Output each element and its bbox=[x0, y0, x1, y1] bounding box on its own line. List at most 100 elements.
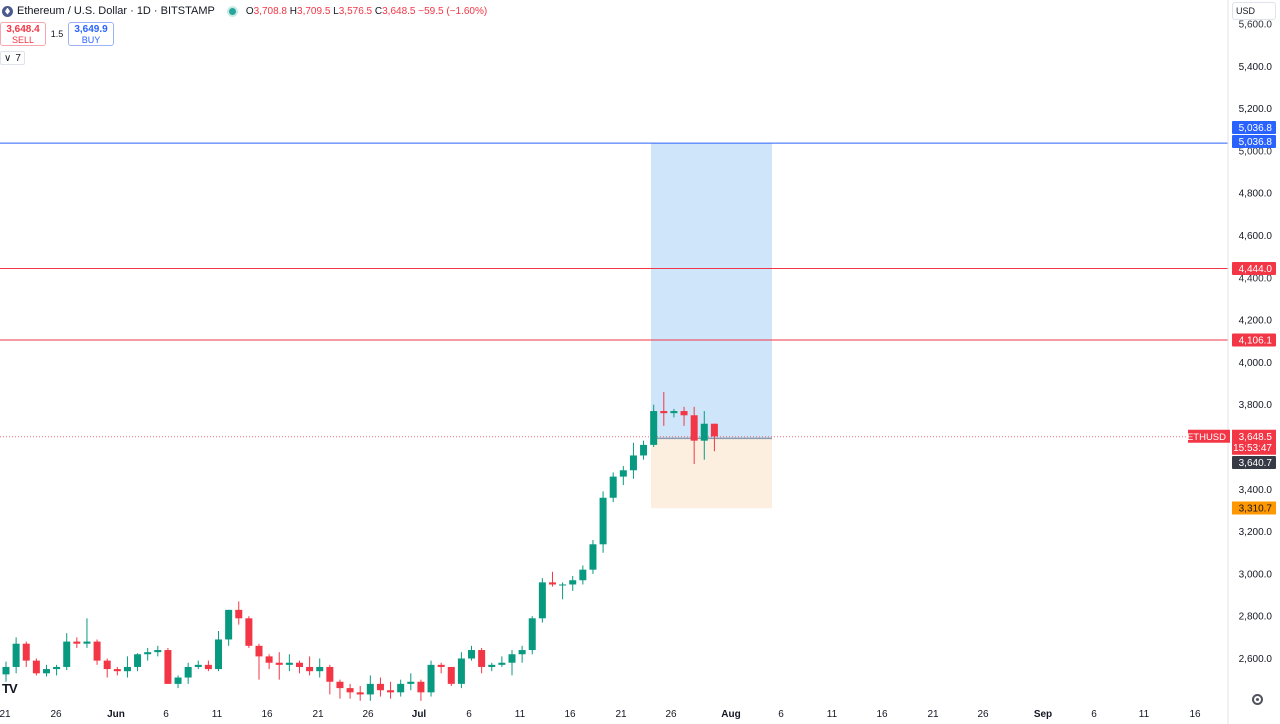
price-tick-label: 3,000.0 bbox=[1239, 569, 1273, 580]
candle-body bbox=[447, 666, 455, 684]
candle-body bbox=[22, 643, 30, 661]
candle-body bbox=[42, 669, 50, 674]
time-tick-label: 16 bbox=[261, 709, 273, 720]
candle-body bbox=[194, 664, 202, 667]
time-tick-label: 26 bbox=[50, 709, 62, 720]
candle-body bbox=[255, 645, 263, 657]
candle-body bbox=[690, 415, 698, 441]
lower-line-price-label-bg bbox=[1232, 333, 1276, 347]
symbol-title[interactable]: Ethereum / U.S. Dollar · 1D · BITSTAMP bbox=[17, 5, 215, 17]
candle-body bbox=[12, 643, 20, 667]
price-tick-label: 5,000.0 bbox=[1239, 146, 1273, 157]
price-tick-label: 4,600.0 bbox=[1239, 231, 1273, 242]
time-tick-label: 11 bbox=[827, 709, 838, 720]
candle-body bbox=[599, 497, 607, 545]
candle-body bbox=[215, 639, 223, 670]
tradingview-logo[interactable]: TV bbox=[2, 681, 18, 696]
candle-body bbox=[285, 662, 293, 665]
time-tick-label: Sep bbox=[1034, 709, 1052, 720]
price-tick-label: 3,400.0 bbox=[1239, 485, 1273, 496]
trading-panel: 3,648.4 SELL 1.5 3,649.9 BUY bbox=[0, 22, 114, 46]
time-tick-label: 11 bbox=[1139, 709, 1150, 720]
candle-body bbox=[103, 660, 111, 670]
time-tick-label: 21 bbox=[927, 709, 939, 720]
candle-body bbox=[650, 411, 658, 445]
candle-body bbox=[619, 470, 627, 477]
price-tick-label: 4,000.0 bbox=[1239, 358, 1273, 369]
candle-body bbox=[265, 656, 273, 663]
quantity-value[interactable]: 1.5 bbox=[50, 29, 64, 39]
candle-body bbox=[174, 677, 182, 684]
candle-body bbox=[478, 650, 486, 667]
candle-body bbox=[184, 666, 192, 678]
candle-body bbox=[134, 654, 142, 667]
candle-body bbox=[154, 650, 162, 653]
buy-button[interactable]: 3,649.9 BUY bbox=[68, 22, 114, 46]
candle-body bbox=[710, 423, 718, 437]
candle-body bbox=[73, 641, 81, 644]
candle-body bbox=[113, 669, 121, 672]
entry-price-label-bg bbox=[1232, 456, 1276, 469]
target-price-label-bg bbox=[1232, 121, 1276, 134]
price-tick-label: 5,400.0 bbox=[1239, 62, 1273, 73]
symbol-header: Ethereum / U.S. Dollar · 1D · BITSTAMP O… bbox=[0, 0, 487, 22]
upper-line-price-label-bg bbox=[1232, 261, 1276, 275]
candle-body bbox=[295, 662, 303, 667]
candle-body bbox=[498, 662, 506, 665]
time-tick-label: 6 bbox=[163, 709, 169, 720]
stop-price-label: 3,310.7 bbox=[1239, 504, 1273, 515]
countdown-label: 15:53:47 bbox=[1233, 443, 1272, 454]
time-tick-label: 16 bbox=[1189, 709, 1201, 720]
ohlc-values: O3,708.8 H3,709.5 L3,576.5 C3,648.5 −59.… bbox=[245, 5, 488, 17]
time-tick-label: 26 bbox=[977, 709, 989, 720]
candle-body bbox=[559, 584, 567, 586]
candle-body bbox=[346, 688, 354, 693]
upper-line-price-label: 4,444.0 bbox=[1239, 264, 1273, 275]
symbol-tag-bg bbox=[1188, 429, 1230, 443]
candle-body bbox=[63, 641, 71, 667]
candle-body bbox=[538, 582, 546, 619]
candle-body bbox=[437, 664, 445, 667]
candle-body bbox=[640, 444, 648, 456]
time-tick-label: 21 bbox=[0, 709, 11, 720]
candle-body bbox=[468, 650, 476, 659]
price-tick-label: 5,200.0 bbox=[1239, 104, 1273, 115]
candle-body bbox=[680, 411, 688, 416]
price-tick-label: 4,200.0 bbox=[1239, 316, 1273, 327]
indicators-toggle[interactable]: ∨ 7 bbox=[0, 51, 25, 65]
sell-button[interactable]: 3,648.4 SELL bbox=[0, 22, 46, 46]
price-change: −59.5 (−1.60%) bbox=[418, 5, 488, 17]
time-tick-label: 16 bbox=[564, 709, 576, 720]
loss-zone[interactable] bbox=[651, 438, 772, 509]
time-tick-label: 21 bbox=[312, 709, 324, 720]
candle-body bbox=[508, 654, 516, 663]
candle-body bbox=[316, 666, 324, 672]
entry-price-label: 3,640.7 bbox=[1239, 458, 1273, 469]
candle-body bbox=[123, 666, 131, 672]
currency-selector[interactable]: USD bbox=[1232, 2, 1276, 20]
profit-zone[interactable] bbox=[651, 143, 772, 439]
time-tick-label: 6 bbox=[1091, 709, 1097, 720]
candle-body bbox=[53, 666, 61, 670]
time-tick-label: Jun bbox=[107, 709, 125, 720]
candle-body bbox=[225, 609, 233, 640]
time-tick-label: 11 bbox=[212, 709, 223, 720]
time-tick-label: 21 bbox=[615, 709, 627, 720]
gear-icon[interactable] bbox=[1252, 694, 1263, 705]
ethereum-logo-icon bbox=[2, 5, 13, 17]
symbol-tag-label: ETHUSD bbox=[1187, 432, 1226, 443]
price-tick-label: 4,800.0 bbox=[1239, 189, 1273, 200]
price-tick-label: 3,200.0 bbox=[1239, 527, 1273, 538]
candle-body bbox=[609, 476, 617, 498]
time-tick-label: 26 bbox=[665, 709, 677, 720]
candle-body bbox=[660, 411, 668, 414]
time-tick-label: 11 bbox=[515, 709, 526, 720]
price-tick-label: 4,400.0 bbox=[1239, 273, 1273, 284]
candle-body bbox=[326, 666, 334, 682]
price-tick-label: 2,800.0 bbox=[1239, 612, 1273, 623]
candle-body bbox=[407, 681, 415, 684]
candle-body bbox=[306, 666, 314, 672]
candle-body bbox=[629, 455, 637, 471]
